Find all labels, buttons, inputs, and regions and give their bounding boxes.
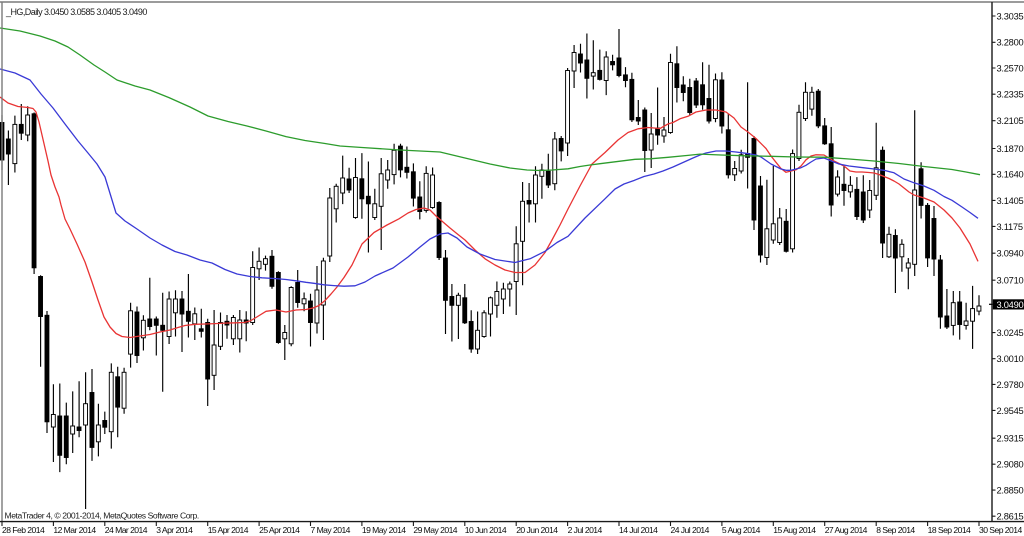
svg-text:24 Mar 2014: 24 Mar 2014 xyxy=(105,525,148,535)
svg-text:7 May 2014: 7 May 2014 xyxy=(311,525,351,535)
svg-text:19 May 2014: 19 May 2014 xyxy=(362,525,406,535)
svg-text:MetaTrader 4, © 2001-2014, Met: MetaTrader 4, © 2001-2014, MetaQuotes So… xyxy=(5,511,199,521)
svg-text:12 Mar 2014: 12 Mar 2014 xyxy=(53,525,96,535)
svg-text:3 Apr 2014: 3 Apr 2014 xyxy=(156,525,193,535)
svg-text:3.2570: 3.2570 xyxy=(997,63,1024,73)
svg-text:3.3035: 3.3035 xyxy=(997,11,1024,21)
svg-text:5 Aug 2014: 5 Aug 2014 xyxy=(722,525,761,535)
svg-text:28 Feb 2014: 28 Feb 2014 xyxy=(2,525,45,535)
svg-text:2 Jul 2014: 2 Jul 2014 xyxy=(568,525,603,535)
svg-text:25 Apr 2014: 25 Apr 2014 xyxy=(259,525,300,535)
svg-text:3.2105: 3.2105 xyxy=(997,116,1024,126)
svg-text:3.1405: 3.1405 xyxy=(997,196,1024,206)
svg-text:24 Jul 2014: 24 Jul 2014 xyxy=(671,525,710,535)
svg-text:27 Aug 2014: 27 Aug 2014 xyxy=(825,525,868,535)
svg-text:3.0710: 3.0710 xyxy=(997,276,1024,286)
svg-text:2.8615: 2.8615 xyxy=(997,512,1024,522)
svg-text:2.9315: 2.9315 xyxy=(997,434,1024,444)
svg-text:29 May 2014: 29 May 2014 xyxy=(413,525,457,535)
svg-text:3.1640: 3.1640 xyxy=(997,170,1024,180)
svg-text:3.1870: 3.1870 xyxy=(997,144,1024,154)
svg-text:3.1175: 3.1175 xyxy=(997,222,1023,232)
svg-text:15 Apr 2014: 15 Apr 2014 xyxy=(208,525,249,535)
svg-text:18 Sep 2014: 18 Sep 2014 xyxy=(928,525,971,535)
svg-text:8 Sep 2014: 8 Sep 2014 xyxy=(876,525,915,535)
svg-text:30 Sep 2014: 30 Sep 2014 xyxy=(979,525,1022,535)
svg-text:3.2335: 3.2335 xyxy=(997,90,1024,100)
svg-text:3.0245: 3.0245 xyxy=(997,328,1024,338)
svg-text:3.0940: 3.0940 xyxy=(997,249,1024,259)
svg-text:2.9780: 2.9780 xyxy=(997,380,1024,390)
svg-text:3.0010: 3.0010 xyxy=(997,354,1024,364)
svg-text:2.8850: 2.8850 xyxy=(997,486,1024,496)
svg-text:2.9080: 2.9080 xyxy=(997,460,1024,470)
svg-text:3.0490: 3.0490 xyxy=(997,300,1024,310)
svg-text:2.9545: 2.9545 xyxy=(997,406,1024,416)
svg-text:20 Jun 2014: 20 Jun 2014 xyxy=(516,525,558,535)
svg-text:10 Jun 2014: 10 Jun 2014 xyxy=(465,525,507,535)
svg-text:14 Jul 2014: 14 Jul 2014 xyxy=(619,525,658,535)
svg-text:3.2800: 3.2800 xyxy=(997,38,1024,48)
svg-text:_HG,Daily 3.0450 3.0585 3.040: _HG,Daily 3.0450 3.0585 3.0405 3.0490 xyxy=(5,7,147,17)
svg-text:15 Aug 2014: 15 Aug 2014 xyxy=(773,525,816,535)
